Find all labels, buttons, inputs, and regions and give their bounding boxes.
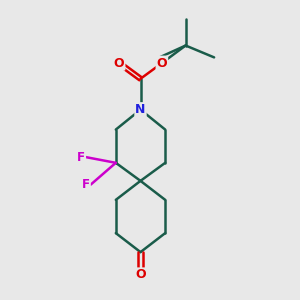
Text: O: O (157, 57, 167, 70)
Text: O: O (135, 268, 146, 281)
Text: F: F (82, 178, 90, 191)
Text: F: F (77, 151, 85, 164)
Text: N: N (135, 103, 146, 116)
Text: O: O (114, 57, 124, 70)
